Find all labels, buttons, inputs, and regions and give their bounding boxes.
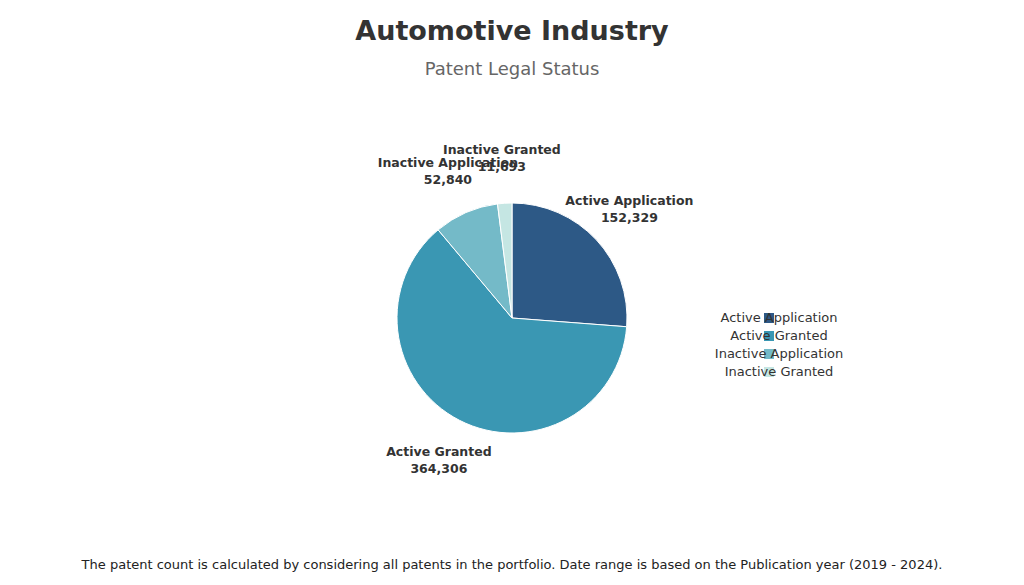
- html-text:The patent count is calculated: The patent count is calculated by consid…: [81, 557, 943, 572]
- svg-text:Inactive Granted: Inactive Granted: [725, 364, 834, 379]
- html-text:Automotive Industry: Automotive Industry: [355, 15, 669, 46]
- svg-text:364,306: 364,306: [410, 461, 467, 476]
- svg-text:Active Granted: Active Granted: [386, 444, 491, 459]
- svg-text:11,693: 11,693: [478, 159, 526, 174]
- html-text:Patent Legal Status: Patent Legal Status: [424, 58, 600, 79]
- svg-text:Inactive Application: Inactive Application: [715, 346, 843, 361]
- svg-text:52,840: 52,840: [424, 172, 473, 187]
- svg-text:Active Application: Active Application: [565, 193, 693, 208]
- svg-text:152,329: 152,329: [601, 210, 658, 225]
- svg-text:Inactive Granted: Inactive Granted: [443, 142, 561, 157]
- svg-text:Active Granted: Active Granted: [730, 328, 827, 343]
- svg-text:Active Application: Active Application: [721, 310, 838, 325]
- svg-text:Inactive Application: Inactive Application: [377, 155, 519, 171]
